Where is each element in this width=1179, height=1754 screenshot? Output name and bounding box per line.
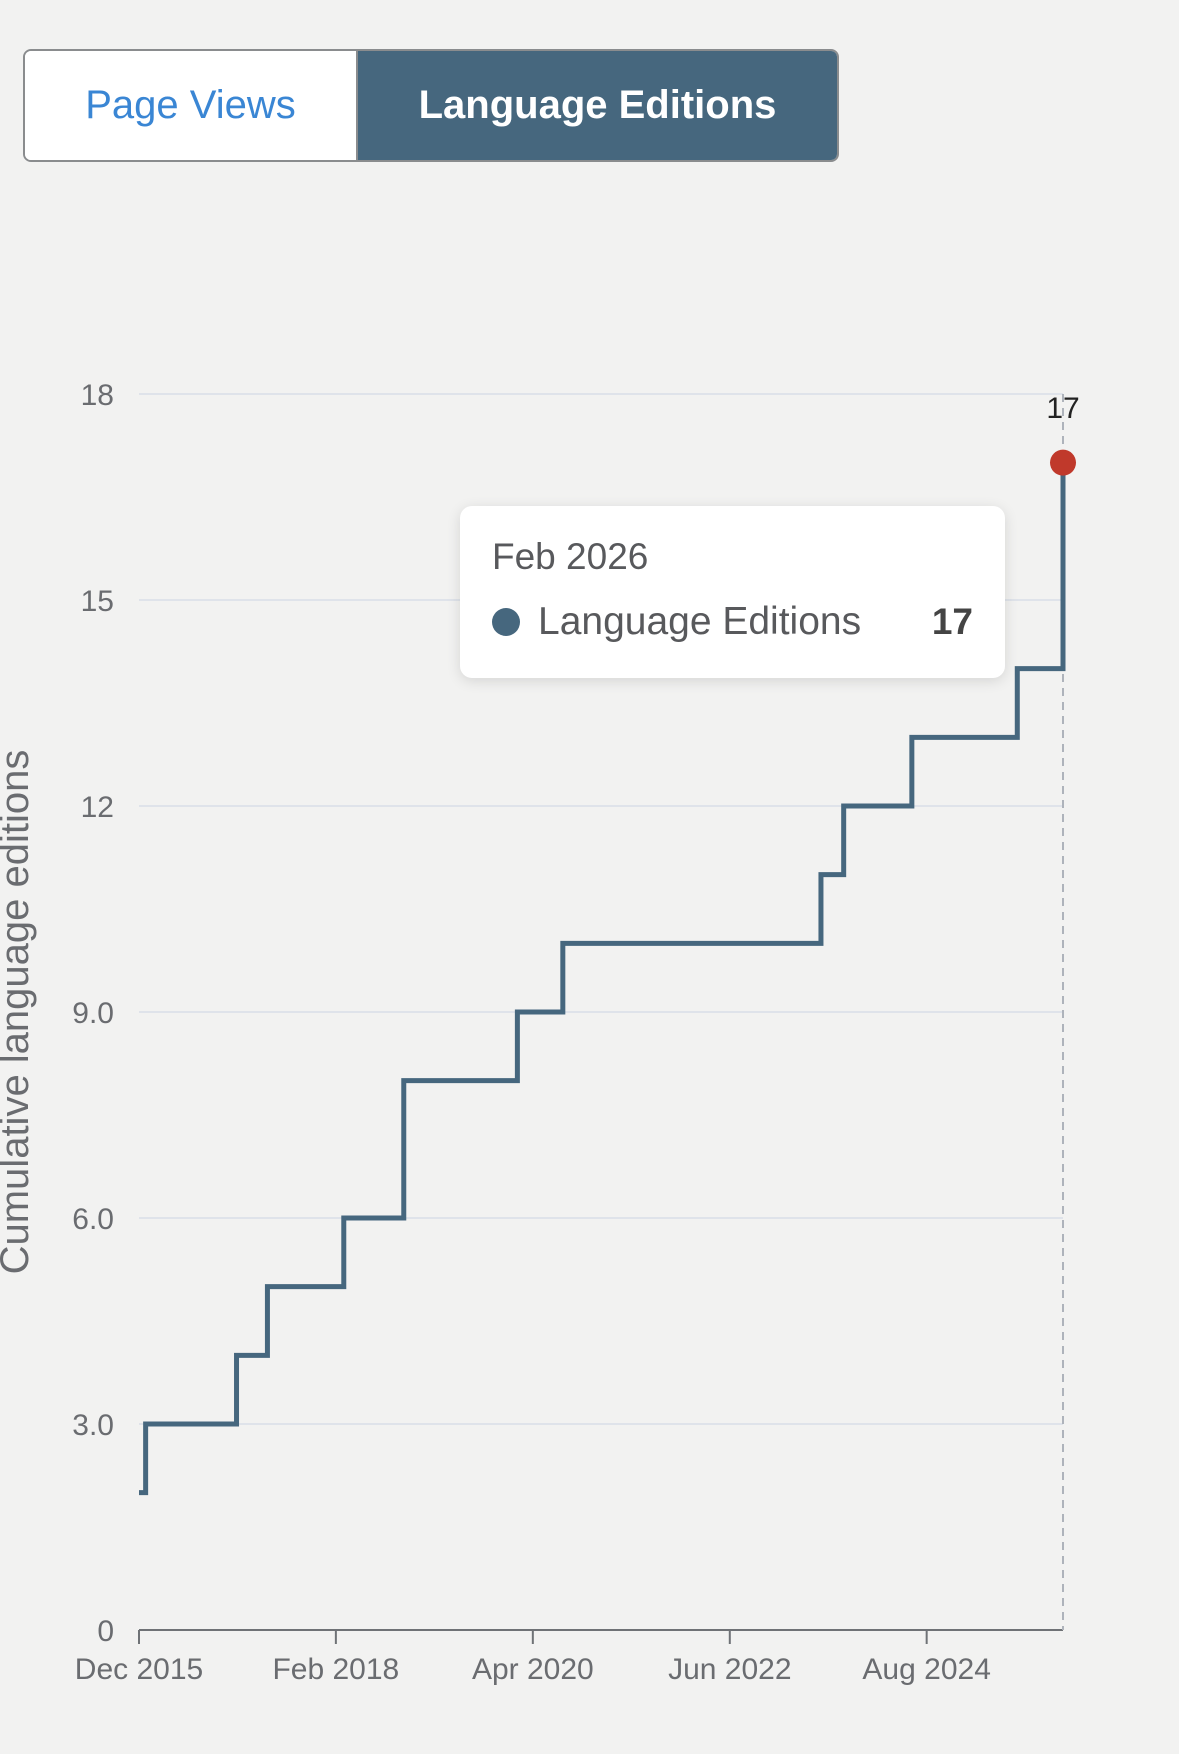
tab-language-editions[interactable]: Language Editions: [358, 51, 837, 160]
y-tick-label-6: 18: [81, 379, 114, 412]
x-tick-label-0: Dec 2015: [75, 1653, 203, 1686]
y-tick-label-3: 9.0: [72, 997, 114, 1030]
x-tick-label-2: Apr 2020: [472, 1653, 594, 1686]
tooltip-series-name: Language Editions: [538, 600, 862, 643]
series-dot-icon: [492, 608, 520, 636]
y-tick-label-2: 6.0: [72, 1203, 114, 1236]
series-line-0: [139, 462, 1066, 1496]
tooltip-row: Language Editions 17: [492, 600, 973, 644]
chart-tooltip: Feb 2026 Language Editions 17: [460, 506, 1005, 678]
x-tick-label-1: Feb 2018: [272, 1653, 399, 1686]
tooltip-value: 17: [931, 601, 973, 642]
highlight-point: [1050, 449, 1076, 476]
highlight-data-label: 17: [1046, 392, 1079, 425]
y-tick-label-4: 12: [81, 791, 114, 824]
tab-page-views[interactable]: Page Views: [25, 51, 358, 160]
y-axis-title: Cumulative language editions: [0, 750, 37, 1275]
y-tick-label-5: 15: [81, 585, 114, 618]
x-tick-label-4: Aug 2024: [862, 1653, 990, 1686]
view-toggle: Page Views Language Editions: [23, 49, 839, 162]
y-tick-label-0: 0: [97, 1615, 114, 1648]
tooltip-date: Feb 2026: [492, 536, 649, 577]
x-tick-label-3: Jun 2022: [668, 1653, 791, 1686]
y-tick-label-1: 3.0: [72, 1409, 114, 1442]
